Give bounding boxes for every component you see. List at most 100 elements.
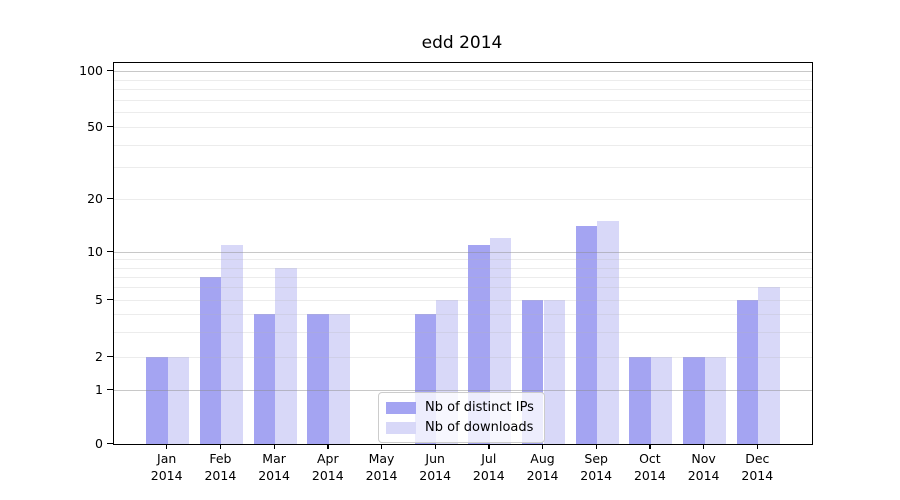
- y-tick-0: [107, 442, 113, 444]
- gridline-minor-6: [114, 287, 812, 289]
- x-tick-label-jan: Jan 2014: [127, 450, 207, 484]
- gridline-minor-8: [114, 267, 812, 269]
- y-tick-label-5: 5: [95, 291, 103, 307]
- bar-nb-of-distinct-ips-apr: [307, 313, 329, 444]
- x-tick-jun: [434, 444, 436, 449]
- bar-nb-of-downloads-oct: [650, 357, 673, 444]
- x-tick-month: May: [368, 451, 395, 466]
- gridline-minor-90: [114, 79, 812, 81]
- x-tick-label-may: May 2014: [342, 450, 422, 484]
- legend-label-nb-of-distinct-ips: Nb of distinct IPs: [425, 400, 534, 415]
- x-tick-year: 2014: [633, 468, 666, 483]
- gridline-minor-3: [114, 331, 812, 333]
- bar-nb-of-downloads-mar: [275, 267, 297, 444]
- gridline-major-100: [114, 71, 812, 72]
- x-tick-year: 2014: [258, 468, 290, 483]
- x-tick-year: 2014: [365, 468, 398, 483]
- bar-nb-of-downloads-sep: [597, 221, 619, 444]
- x-tick-jan: [166, 444, 168, 449]
- legend-swatch-nb-of-downloads: [386, 421, 416, 434]
- x-tick-apr: [327, 444, 329, 449]
- y-tick-50: [107, 125, 113, 127]
- x-tick-may: [381, 444, 383, 449]
- x-tick-label-jul: Jul 2014: [449, 450, 529, 484]
- x-tick-month: Dec: [745, 451, 770, 466]
- gridline-major-10: [114, 252, 812, 253]
- gridline-minor-40: [114, 144, 812, 146]
- legend-row-nb-of-distinct-ips: Nb of distinct IPs: [386, 400, 534, 415]
- gridline-minor-9: [114, 259, 812, 261]
- y-tick-label-1: 1: [95, 381, 103, 397]
- bar-nb-of-distinct-ips-jan: [146, 357, 168, 444]
- x-tick-oct: [649, 444, 651, 449]
- x-tick-dec: [756, 444, 759, 449]
- y-tick-label-2: 2: [95, 348, 103, 364]
- x-tick-label-nov: Nov 2014: [664, 450, 744, 484]
- y-tick-label-0: 0: [95, 435, 103, 451]
- x-tick-month: Feb: [209, 451, 232, 466]
- x-tick-month: Oct: [639, 451, 661, 466]
- legend-row-nb-of-downloads: Nb of downloads: [386, 420, 534, 435]
- x-tick-label-oct: Oct 2014: [610, 450, 690, 484]
- x-tick-label-apr: Apr 2014: [288, 450, 368, 484]
- gridline-minor-30: [114, 167, 812, 169]
- bar-nb-of-downloads-aug: [543, 300, 566, 444]
- legend-label-nb-of-downloads: Nb of downloads: [425, 420, 534, 435]
- gridline-minor-7: [114, 276, 812, 278]
- gridline-minor-5: [114, 300, 812, 301]
- x-tick-year: 2014: [526, 468, 559, 483]
- x-tick-year: 2014: [472, 468, 505, 483]
- x-tick-month: Aug: [530, 451, 555, 466]
- bar-nb-of-distinct-ips-nov: [683, 357, 705, 444]
- x-tick-mar: [273, 444, 275, 449]
- x-tick-sep: [595, 444, 597, 449]
- x-tick-month: Apr: [316, 451, 339, 466]
- x-tick-month: Jun: [425, 451, 445, 466]
- gridline-minor-50: [114, 127, 812, 128]
- gridline-minor-70: [114, 99, 812, 101]
- x-tick-nov: [703, 444, 705, 449]
- plot-area: Nb of distinct IPs Nb of downloads: [113, 62, 813, 445]
- x-tick-year: 2014: [311, 468, 344, 483]
- bar-nb-of-downloads-apr: [328, 313, 351, 444]
- x-tick-year: 2014: [687, 468, 720, 483]
- y-tick-20: [107, 197, 113, 199]
- x-tick-label-jun: Jun 2014: [395, 450, 475, 484]
- x-tick-month: Jan: [157, 451, 177, 466]
- x-tick-year: 2014: [204, 468, 237, 483]
- legend-swatch-nb-of-distinct-ips: [386, 401, 416, 414]
- y-tick-1: [107, 388, 113, 390]
- y-tick-2: [107, 355, 113, 357]
- y-tick-label-10: 10: [87, 243, 103, 259]
- bar-nb-of-distinct-ips-feb: [199, 276, 222, 444]
- gridline-minor-20: [114, 199, 812, 200]
- y-tick-5: [107, 298, 113, 300]
- x-tick-label-feb: Feb 2014: [180, 450, 260, 484]
- y-tick-10: [107, 250, 113, 252]
- bar-nb-of-downloads-nov: [704, 357, 727, 444]
- x-tick-aug: [542, 444, 544, 449]
- bar-nb-of-distinct-ips-oct: [629, 357, 651, 444]
- gridline-minor-2: [114, 357, 812, 358]
- x-tick-feb: [219, 444, 222, 449]
- x-tick-label-aug: Aug 2014: [503, 450, 583, 484]
- bar-nb-of-downloads-dec: [758, 287, 780, 444]
- chart-title: edd 2014: [421, 33, 503, 53]
- y-tick-100: [107, 69, 113, 71]
- x-tick-month: Mar: [262, 451, 286, 466]
- bar-nb-of-distinct-ips-mar: [253, 313, 276, 444]
- x-tick-label-sep: Sep 2014: [556, 450, 636, 484]
- bar-nb-of-downloads-feb: [221, 244, 243, 444]
- x-tick-label-dec: Dec 2014: [717, 450, 797, 484]
- x-tick-month: Sep: [584, 451, 608, 466]
- gridline-minor-80: [114, 89, 812, 90]
- gridline-minor-4: [114, 313, 812, 315]
- y-tick-label-100: 100: [79, 62, 103, 78]
- y-tick-label-50: 50: [87, 118, 103, 134]
- x-tick-year: 2014: [580, 468, 613, 483]
- x-tick-month: Nov: [691, 451, 716, 466]
- x-tick-year: 2014: [419, 468, 452, 483]
- legend: Nb of distinct IPs Nb of downloads: [378, 392, 545, 443]
- bar-nb-of-distinct-ips-dec: [736, 300, 759, 444]
